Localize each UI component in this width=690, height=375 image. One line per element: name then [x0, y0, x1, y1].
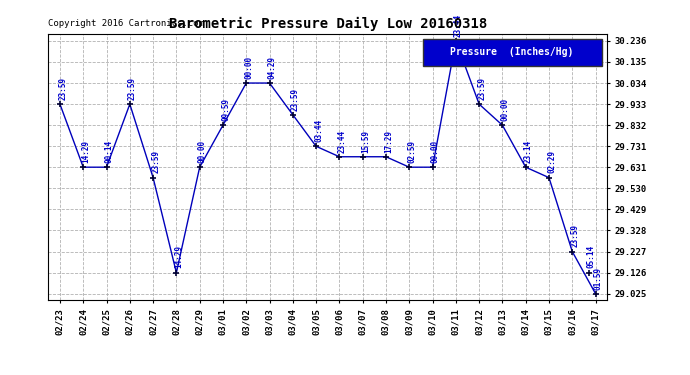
Text: 15:59: 15:59: [361, 129, 370, 153]
Text: 23:59: 23:59: [571, 224, 580, 248]
Text: 23:59: 23:59: [477, 77, 486, 100]
Text: 23:59: 23:59: [128, 77, 137, 100]
Text: Copyright 2016 Cartronics.com: Copyright 2016 Cartronics.com: [48, 20, 204, 28]
Text: 23:59: 23:59: [151, 150, 160, 174]
Title: Barometric Pressure Daily Low 20160318: Barometric Pressure Daily Low 20160318: [168, 17, 487, 31]
Text: 23:59: 23:59: [291, 87, 300, 111]
FancyBboxPatch shape: [423, 39, 602, 66]
Text: 01:59: 01:59: [594, 267, 603, 290]
Text: 23:44: 23:44: [454, 13, 463, 37]
Text: 05:14: 05:14: [587, 245, 596, 268]
Text: 02:29: 02:29: [547, 150, 556, 174]
Text: 23:59: 23:59: [58, 77, 67, 100]
Text: 00:00: 00:00: [431, 140, 440, 163]
Text: 03:44: 03:44: [315, 119, 324, 142]
Text: 17:29: 17:29: [384, 129, 393, 153]
Text: 09:59: 09:59: [221, 98, 230, 121]
Text: 00:00: 00:00: [244, 56, 253, 79]
Text: 00:00: 00:00: [501, 98, 510, 121]
Text: 23:14: 23:14: [524, 140, 533, 163]
Text: 04:29: 04:29: [268, 56, 277, 79]
Text: 00:14: 00:14: [105, 140, 114, 163]
Text: 14:29: 14:29: [175, 245, 184, 268]
Text: 23:44: 23:44: [337, 129, 346, 153]
Text: 00:00: 00:00: [198, 140, 207, 163]
Text: 02:59: 02:59: [408, 140, 417, 163]
Text: Pressure  (Inches/Hg): Pressure (Inches/Hg): [451, 47, 574, 57]
Text: 14:29: 14:29: [81, 140, 90, 163]
